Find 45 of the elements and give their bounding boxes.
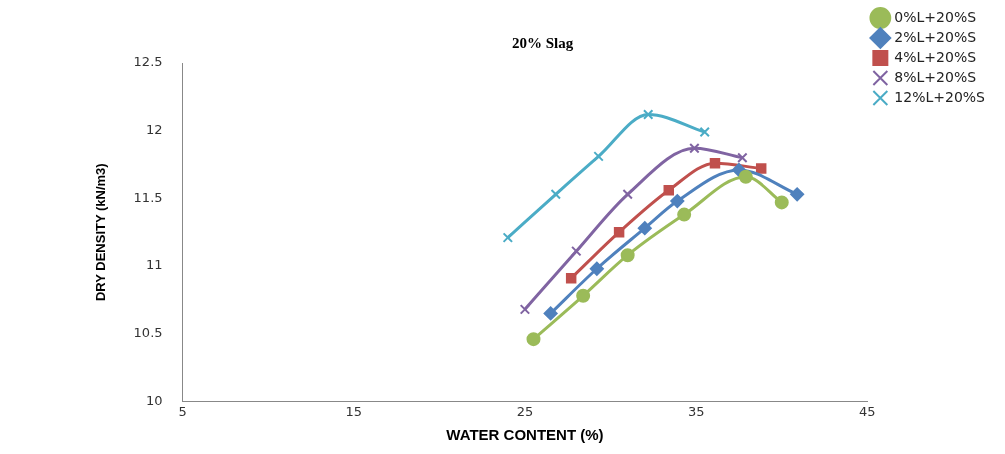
- point: [565, 272, 577, 284]
- legend-label: 8%L+20%S: [894, 68, 977, 85]
- y-tick-label: 11.5: [133, 189, 163, 205]
- point: [755, 163, 767, 174]
- y-tick-label: 11: [146, 257, 163, 273]
- x-tick-label: 45: [859, 403, 876, 419]
- point: [790, 187, 805, 202]
- x-tick-label: 15: [345, 403, 363, 419]
- point: [576, 288, 591, 303]
- point: [571, 245, 582, 257]
- point: [526, 332, 541, 347]
- point: [543, 306, 558, 321]
- point: [637, 221, 652, 236]
- legend-label: 4%L+20%S: [894, 48, 977, 65]
- y-tick-label: 12: [146, 122, 163, 138]
- y-tick-label: 10: [146, 392, 163, 408]
- point: [620, 248, 635, 263]
- y-tick-label: 12.5: [133, 54, 163, 70]
- x-tick-label: 35: [687, 403, 705, 419]
- point: [663, 185, 674, 196]
- point: [689, 143, 700, 154]
- point: [774, 195, 789, 210]
- point: [550, 189, 562, 200]
- point: [738, 169, 753, 184]
- point: [709, 157, 721, 169]
- legend-label: 2%L+20%S: [894, 28, 977, 45]
- point: [670, 194, 685, 209]
- point: [519, 304, 531, 315]
- y-tick-label: 10.5: [133, 325, 163, 341]
- point: [699, 126, 710, 138]
- legend-label: 0%L+20%S: [894, 8, 977, 25]
- chart-title: 20% Slag: [511, 34, 574, 51]
- x-tick-label: 25: [516, 403, 534, 419]
- point: [502, 232, 514, 243]
- point: [613, 226, 625, 238]
- x-axis-title: WATER CONTENT (%): [446, 426, 604, 444]
- x-tick-label: 5: [178, 403, 187, 419]
- point: [737, 152, 748, 163]
- point: [593, 151, 604, 162]
- point: [677, 207, 692, 222]
- point: [622, 189, 633, 200]
- point: [642, 109, 654, 120]
- legend-label: 12%L+20%S: [894, 88, 986, 105]
- point: [589, 261, 604, 276]
- y-axis-title: DRY DENSITY (kN/m3): [93, 163, 109, 302]
